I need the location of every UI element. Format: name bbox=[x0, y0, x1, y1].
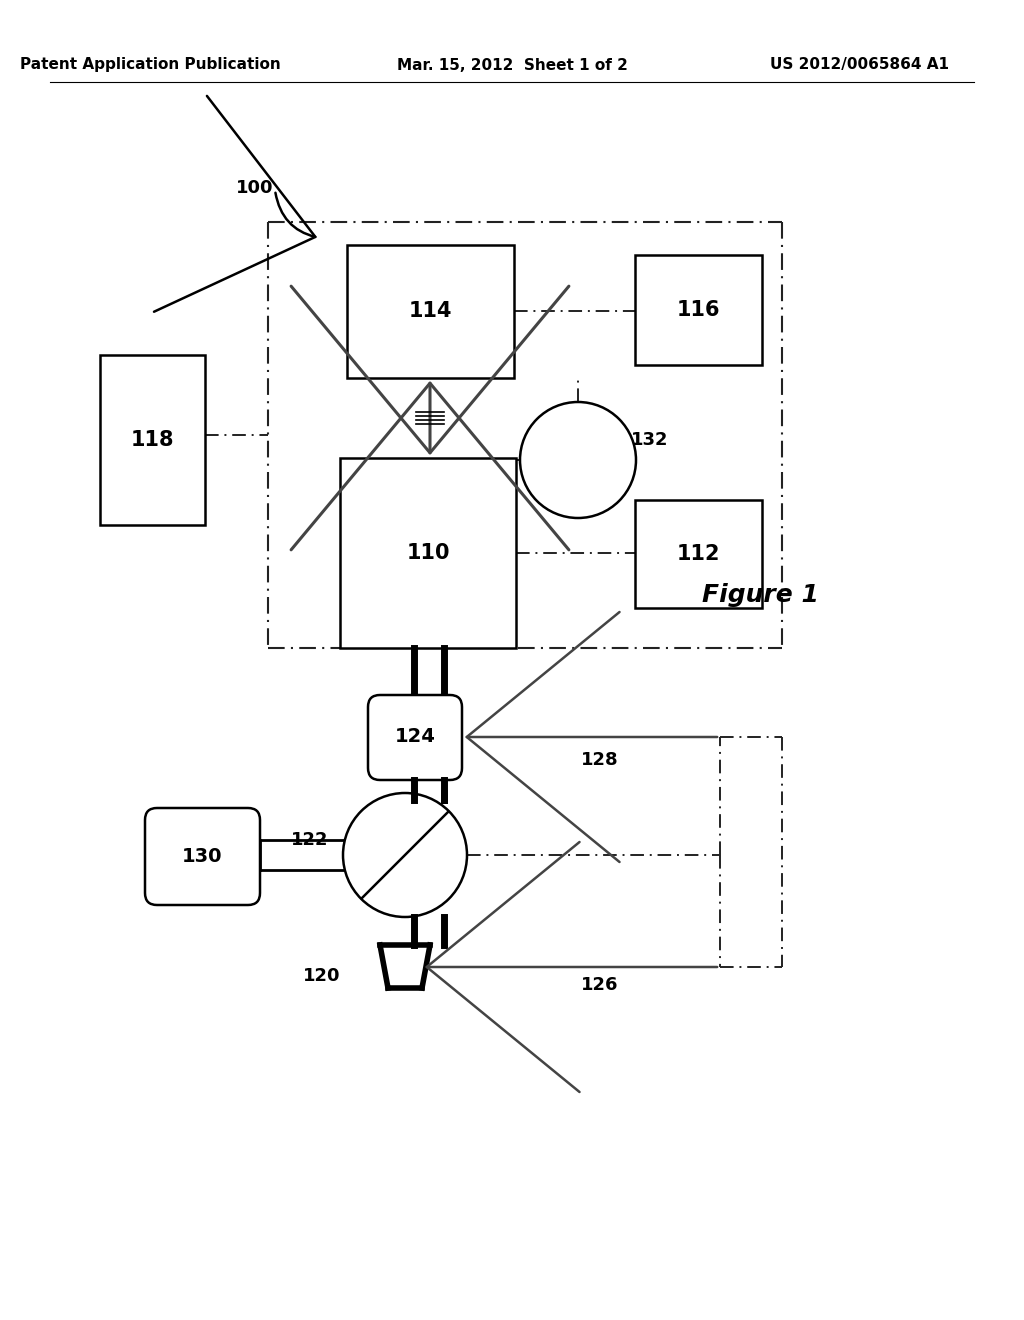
Text: Mar. 15, 2012  Sheet 1 of 2: Mar. 15, 2012 Sheet 1 of 2 bbox=[396, 58, 628, 73]
Bar bbox=[635, 500, 762, 609]
Text: 100: 100 bbox=[237, 180, 273, 197]
Text: Figure 1: Figure 1 bbox=[701, 583, 818, 607]
Text: 132: 132 bbox=[631, 432, 669, 449]
FancyBboxPatch shape bbox=[145, 808, 260, 906]
Text: 118: 118 bbox=[130, 430, 174, 450]
Text: 126: 126 bbox=[582, 975, 618, 994]
Bar bbox=[100, 355, 205, 525]
Circle shape bbox=[343, 793, 467, 917]
Bar bbox=[347, 246, 514, 378]
Bar bbox=[635, 255, 762, 366]
Bar bbox=[340, 458, 516, 648]
Text: 128: 128 bbox=[582, 751, 618, 770]
Text: 124: 124 bbox=[394, 727, 435, 747]
Text: 116: 116 bbox=[676, 300, 720, 319]
Text: 110: 110 bbox=[407, 543, 450, 564]
Text: Patent Application Publication: Patent Application Publication bbox=[19, 58, 281, 73]
FancyBboxPatch shape bbox=[368, 696, 462, 780]
Text: 112: 112 bbox=[676, 544, 720, 564]
Text: 122: 122 bbox=[291, 832, 328, 849]
Text: 130: 130 bbox=[181, 846, 222, 866]
Text: 114: 114 bbox=[409, 301, 452, 321]
Text: 120: 120 bbox=[302, 968, 340, 985]
Text: US 2012/0065864 A1: US 2012/0065864 A1 bbox=[770, 58, 949, 73]
Circle shape bbox=[520, 403, 636, 517]
